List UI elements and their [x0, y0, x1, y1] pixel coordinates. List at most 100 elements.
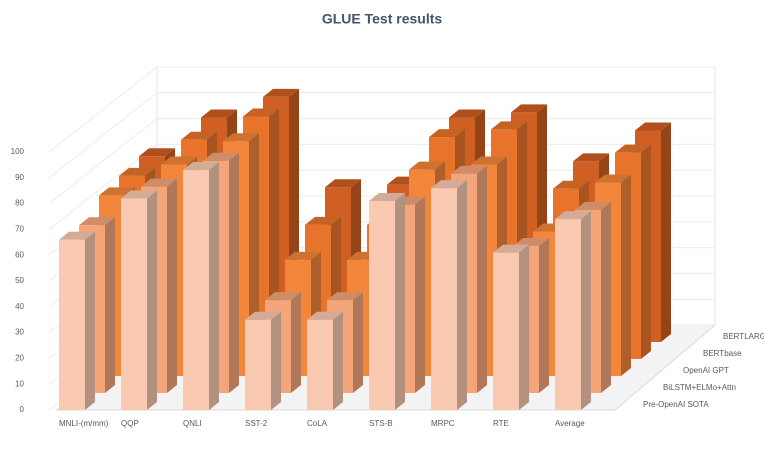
bar-top — [119, 167, 155, 176]
chart-title: GLUE Test results — [322, 11, 443, 27]
legend-label: Pre-OpenAI SOTA — [643, 400, 709, 409]
bar-side — [395, 193, 405, 410]
y-tick-label: 70 — [15, 225, 24, 234]
bar-top — [305, 216, 341, 225]
bar-top — [431, 180, 467, 189]
bar-top — [573, 153, 609, 162]
bar — [121, 190, 157, 410]
y-tick-label: 40 — [15, 302, 24, 311]
bar-top — [59, 231, 95, 240]
bar-side — [641, 144, 651, 359]
bar-top — [451, 165, 487, 174]
bar-top — [491, 121, 527, 130]
bar-side — [621, 174, 631, 376]
bar — [493, 244, 529, 410]
bar-top — [245, 311, 281, 320]
bar — [431, 180, 467, 410]
bar-side — [353, 292, 363, 393]
bar-top — [471, 156, 507, 165]
bar-side — [477, 165, 487, 393]
y-tick-label: 0 — [20, 405, 25, 414]
bar-top — [429, 129, 465, 138]
bar — [555, 211, 591, 410]
bar-top — [265, 292, 301, 301]
bar — [555, 219, 581, 410]
bar-top — [243, 108, 279, 117]
bar-top — [369, 193, 405, 202]
bar-top — [223, 133, 259, 142]
bar-top — [121, 190, 157, 199]
bar-top — [553, 180, 589, 189]
y-tick-label: 100 — [11, 147, 25, 156]
y-tick-label: 80 — [15, 199, 24, 208]
x-tick-label: MRPC — [431, 419, 455, 428]
bar-side — [457, 180, 467, 410]
bar-side — [167, 178, 177, 393]
bar-top — [161, 156, 197, 165]
bar-side — [85, 231, 95, 410]
bar-top — [141, 178, 177, 187]
bar-top — [203, 152, 239, 161]
bar-side — [291, 292, 301, 393]
bar-top — [595, 174, 631, 183]
x-tick-label: STS-B — [369, 419, 393, 428]
bar-side — [601, 201, 611, 393]
bar — [59, 239, 85, 410]
x-tick-label: QQP — [121, 419, 139, 428]
grid-line — [48, 92, 715, 179]
bar-side — [271, 311, 281, 410]
bar-side — [209, 162, 219, 410]
bar-side — [415, 196, 425, 393]
bar — [183, 170, 209, 410]
bar-top — [285, 251, 321, 260]
bar-top — [307, 311, 343, 320]
bar-top — [511, 104, 547, 113]
bar — [307, 319, 333, 410]
bar-side — [581, 211, 591, 410]
bar-top — [139, 148, 175, 157]
bar — [245, 319, 271, 410]
bar-side — [519, 244, 529, 410]
bar-top — [181, 131, 217, 140]
grid-line — [48, 66, 715, 153]
y-tick-label: 10 — [15, 379, 24, 388]
bar-top — [555, 211, 591, 220]
y-tick-label: 90 — [15, 173, 24, 182]
bar-side — [229, 152, 239, 393]
x-tick-label: QNLI — [183, 419, 202, 428]
bar — [59, 231, 95, 410]
y-tick-label: 60 — [15, 250, 24, 259]
bar-side — [333, 311, 343, 410]
bar-top — [201, 109, 237, 118]
bar-top — [409, 161, 445, 170]
bar-top — [615, 144, 651, 153]
bar-top — [183, 162, 219, 171]
bar-side — [661, 122, 671, 342]
bar-top — [449, 109, 485, 118]
y-tick-label: 30 — [15, 328, 24, 337]
bar-side — [147, 190, 157, 410]
x-tick-label: CoLA — [307, 419, 328, 428]
legend-label: BERTbase — [703, 349, 742, 358]
bar — [369, 201, 395, 410]
legend-label: BiLSTM+ELMo+Attn — [663, 383, 736, 392]
x-tick-label: MNLI-(m/mm) — [59, 419, 109, 428]
x-tick-label: Average — [555, 419, 585, 428]
bar — [431, 188, 457, 410]
bar — [121, 198, 147, 410]
bar-top — [99, 187, 135, 196]
y-tick-label: 50 — [15, 276, 24, 285]
bar — [183, 162, 219, 410]
bar — [493, 252, 519, 410]
bar — [369, 193, 405, 410]
x-tick-label: RTE — [493, 419, 509, 428]
x-tick-label: SST-2 — [245, 419, 268, 428]
bar-side — [105, 217, 115, 393]
bar-top — [493, 244, 529, 253]
bar-top — [635, 122, 671, 131]
bar — [307, 311, 343, 410]
bar-top — [575, 201, 611, 210]
y-tick-label: 20 — [15, 354, 24, 363]
bar-top — [513, 237, 549, 246]
